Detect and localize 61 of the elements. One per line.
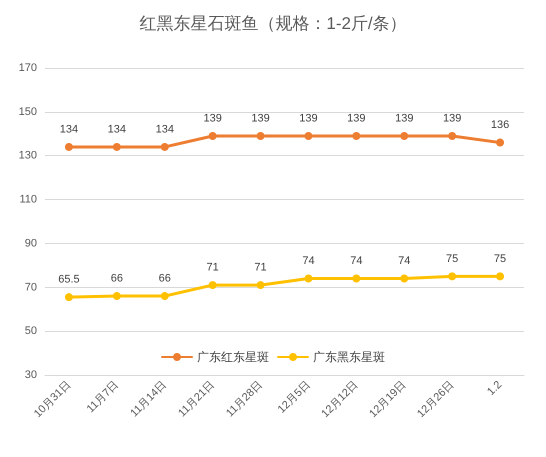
chart-title: 红黑东星石斑鱼（规格：1-2斤/条） <box>139 14 407 33</box>
legend-label: 广东红东星斑 <box>197 350 269 364</box>
y-tick-label: 30 <box>24 369 37 381</box>
data-label: 66 <box>158 272 171 285</box>
data-label: 139 <box>251 112 270 124</box>
point <box>256 281 265 290</box>
point <box>448 272 456 280</box>
point <box>352 132 360 140</box>
data-label: 75 <box>446 252 458 265</box>
x-tick-label: 12月26日 <box>415 378 456 420</box>
x-tick-label: 12月19日 <box>367 378 408 420</box>
data-label: 134 <box>156 123 174 136</box>
data-label: 74 <box>398 255 410 268</box>
y-tick-label: 110 <box>19 194 37 206</box>
point <box>304 132 312 140</box>
y-tick-label: 70 <box>24 281 37 294</box>
data-label: 74 <box>350 255 362 268</box>
y-tick-label: 50 <box>24 325 37 338</box>
data-label: 139 <box>299 112 318 124</box>
data-label: 134 <box>108 123 126 136</box>
data-label: 71 <box>206 262 219 274</box>
data-label: 74 <box>302 255 315 268</box>
point <box>352 274 360 283</box>
data-label: 136 <box>490 119 510 132</box>
data-label: 71 <box>254 262 267 274</box>
y-tick-label: 170 <box>18 62 37 74</box>
data-label: 139 <box>203 112 222 124</box>
point <box>160 142 169 151</box>
y-tick-label: 130 <box>18 150 37 162</box>
point <box>64 142 73 151</box>
x-tick-label: 11月7日 <box>84 378 122 416</box>
x-tick-label: 12月12日 <box>319 378 361 420</box>
data-label: 139 <box>347 112 366 124</box>
legend-label: 广东黑东星斑 <box>313 350 385 364</box>
x-tick-label: 10月31日 <box>32 378 74 420</box>
data-label: 139 <box>395 112 414 124</box>
x-tick-label: 11月28日 <box>224 378 265 420</box>
point <box>400 132 408 140</box>
point <box>208 281 217 290</box>
data-label: 75 <box>494 252 506 265</box>
x-tick-label: 12月5日 <box>276 378 313 416</box>
point <box>256 132 265 140</box>
point <box>448 132 456 140</box>
point <box>496 138 504 147</box>
point <box>64 293 73 302</box>
point <box>496 272 504 280</box>
point <box>208 132 217 140</box>
y-tick-label: 150 <box>18 106 37 118</box>
point <box>112 142 121 151</box>
point <box>112 292 121 300</box>
point <box>304 274 312 283</box>
point <box>160 292 169 300</box>
data-label: 139 <box>442 112 462 124</box>
data-label: 134 <box>60 123 78 136</box>
point <box>400 274 408 283</box>
x-tick-label: 11月14日 <box>128 378 169 420</box>
y-tick-label: 90 <box>24 237 37 250</box>
x-tick-label: 1.2 <box>485 378 504 398</box>
data-label: 65.5 <box>58 274 80 286</box>
x-tick-label: 11月21日 <box>176 378 217 420</box>
data-label: 66 <box>110 272 123 285</box>
